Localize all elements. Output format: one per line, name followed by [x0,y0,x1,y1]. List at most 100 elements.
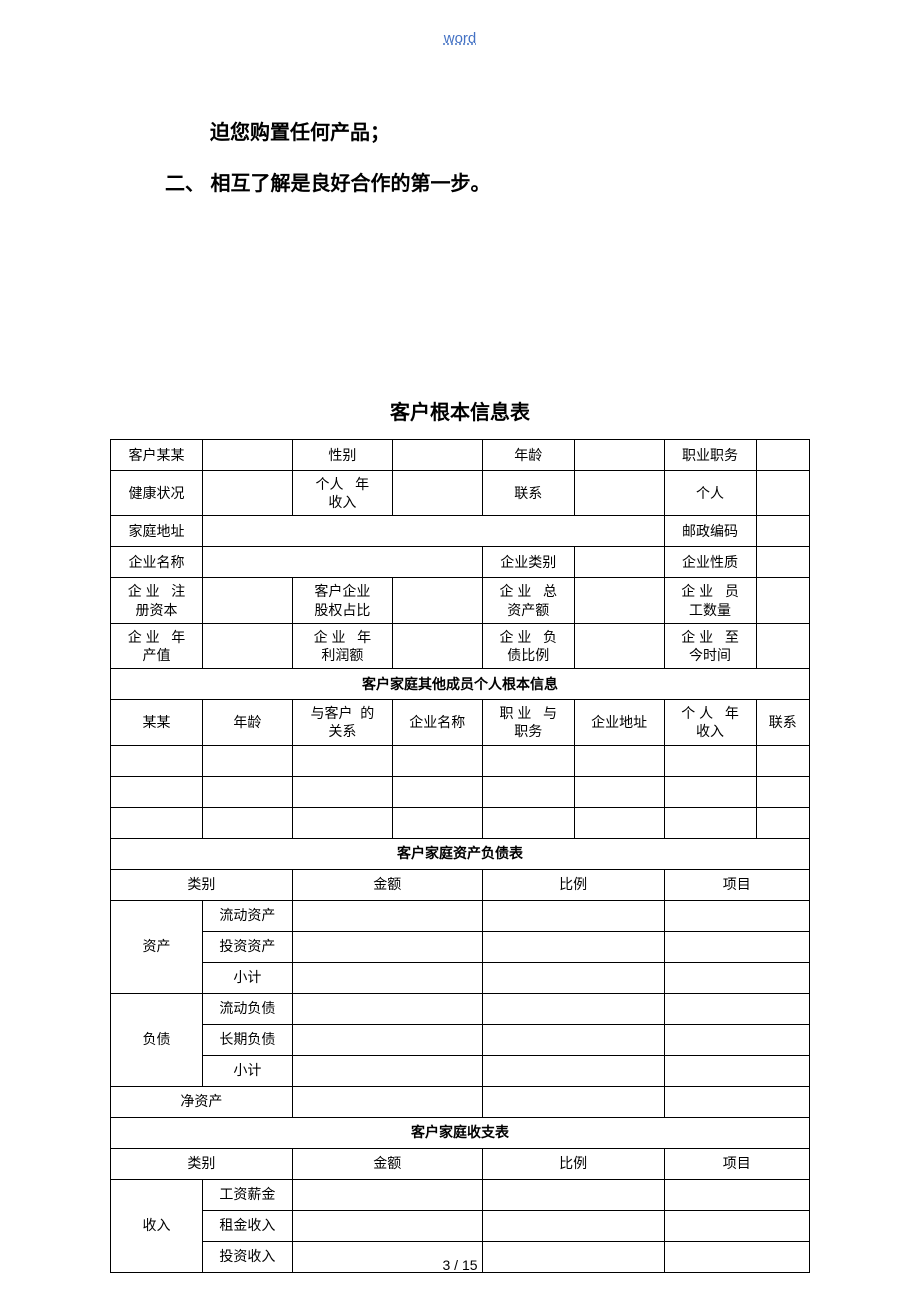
label-category: 类别 [111,869,293,900]
value-cell [482,900,664,931]
table-row [111,776,810,807]
label-gender: 性别 [292,440,392,471]
label-contact: 联系 [482,471,574,516]
value-cell [664,1024,809,1055]
table-row: 客户家庭资产负债表 [111,838,810,869]
label-liabilities: 负债 [111,993,203,1086]
value-cell [392,745,482,776]
body-line-1: 迫您购置任何产品； [210,107,810,159]
table-row [111,807,810,838]
label-member-income: 个 人 年收入 [664,700,756,745]
label-postal: 邮政编码 [664,516,756,547]
value-cell [574,807,664,838]
table-row: 企业名称 企业类别 企业性质 [111,547,810,578]
table-row: 小计 [111,1055,810,1086]
label-rent: 租金收入 [202,1210,292,1241]
value-cell [664,807,756,838]
value-cell [292,993,482,1024]
table-row [111,745,810,776]
table-row: 类别 金额 比例 项目 [111,869,810,900]
value-cell [292,900,482,931]
value-cell [756,578,809,623]
value-cell [202,807,292,838]
value-cell [482,962,664,993]
value-cell [482,745,574,776]
table-row: 某某 年龄 与客户 的关系 企业名称 职 业 与职务 企业地址 个 人 年收入 … [111,700,810,745]
value-cell [756,516,809,547]
label-amount: 金额 [292,869,482,900]
label-company-debt: 企 业 负债比例 [482,623,574,668]
label-company-share: 客户企业股权占比 [292,578,392,623]
value-cell [664,1179,809,1210]
value-cell [664,993,809,1024]
label-net-assets: 净资产 [111,1086,293,1117]
value-cell [574,547,664,578]
table-row: 客户某某 性别 年龄 职业职务 [111,440,810,471]
table-row: 投资资产 [111,931,810,962]
table-row: 家庭地址 邮政编码 [111,516,810,547]
value-cell [111,776,203,807]
label-assets: 资产 [111,900,203,993]
value-cell [202,440,292,471]
value-cell [482,1210,664,1241]
value-cell [292,1210,482,1241]
label-ratio: 比例 [482,1148,664,1179]
table-title: 客户根本信息表 [110,396,810,425]
value-cell [392,807,482,838]
value-cell [664,1055,809,1086]
label-category: 类别 [111,1148,293,1179]
table-row: 小计 [111,962,810,993]
label-company-type: 企业类别 [482,547,574,578]
label-member-company: 企业名称 [392,700,482,745]
label-personal: 个人 [664,471,756,516]
page-footer: 3 / 15 [0,1257,920,1273]
income-section-header: 客户家庭收支表 [111,1117,810,1148]
value-cell [292,1055,482,1086]
label-member-address: 企业地址 [574,700,664,745]
value-cell [482,931,664,962]
label-company-nature: 企业性质 [664,547,756,578]
value-cell [756,807,809,838]
label-invest-assets: 投资资产 [202,931,292,962]
header-word-link[interactable]: word [110,30,810,47]
value-cell [292,1086,482,1117]
value-cell [664,931,809,962]
label-salary: 工资薪金 [202,1179,292,1210]
value-cell [392,776,482,807]
label-subtotal: 小计 [202,1055,292,1086]
label-current-assets: 流动资产 [202,900,292,931]
value-cell [482,1179,664,1210]
label-item: 项目 [664,869,809,900]
value-cell [574,623,664,668]
body-line-2: 二、 相互了解是良好合作的第一步。 [165,167,810,196]
label-ratio: 比例 [482,869,664,900]
value-cell [202,547,482,578]
value-cell [756,776,809,807]
label-subtotal: 小计 [202,962,292,993]
value-cell [111,807,203,838]
value-cell [756,547,809,578]
value-cell [482,993,664,1024]
label-member-contact: 联系 [756,700,809,745]
value-cell [664,745,756,776]
table-row: 资产 流动资产 [111,900,810,931]
label-company-output: 企 业 年产值 [111,623,203,668]
value-cell [392,623,482,668]
document-page: word 迫您购置任何产品； 二、 相互了解是良好合作的第一步。 客户根本信息表… [0,0,920,1313]
table-row: 客户家庭收支表 [111,1117,810,1148]
label-company-name: 企业名称 [111,547,203,578]
value-cell [756,471,809,516]
value-cell [664,900,809,931]
value-cell [664,962,809,993]
value-cell [574,776,664,807]
table-row: 类别 金额 比例 项目 [111,1148,810,1179]
table-row: 负债 流动负债 [111,993,810,1024]
label-company-employees: 企 业 员工数量 [664,578,756,623]
value-cell [392,578,482,623]
value-cell [482,1055,664,1086]
value-cell [756,745,809,776]
value-cell [292,807,392,838]
value-cell [482,1024,664,1055]
customer-info-table: 客户某某 性别 年龄 职业职务 健康状况 个人 年收入 联系 个人 家庭地址 邮… [110,439,810,1273]
value-cell [482,807,574,838]
